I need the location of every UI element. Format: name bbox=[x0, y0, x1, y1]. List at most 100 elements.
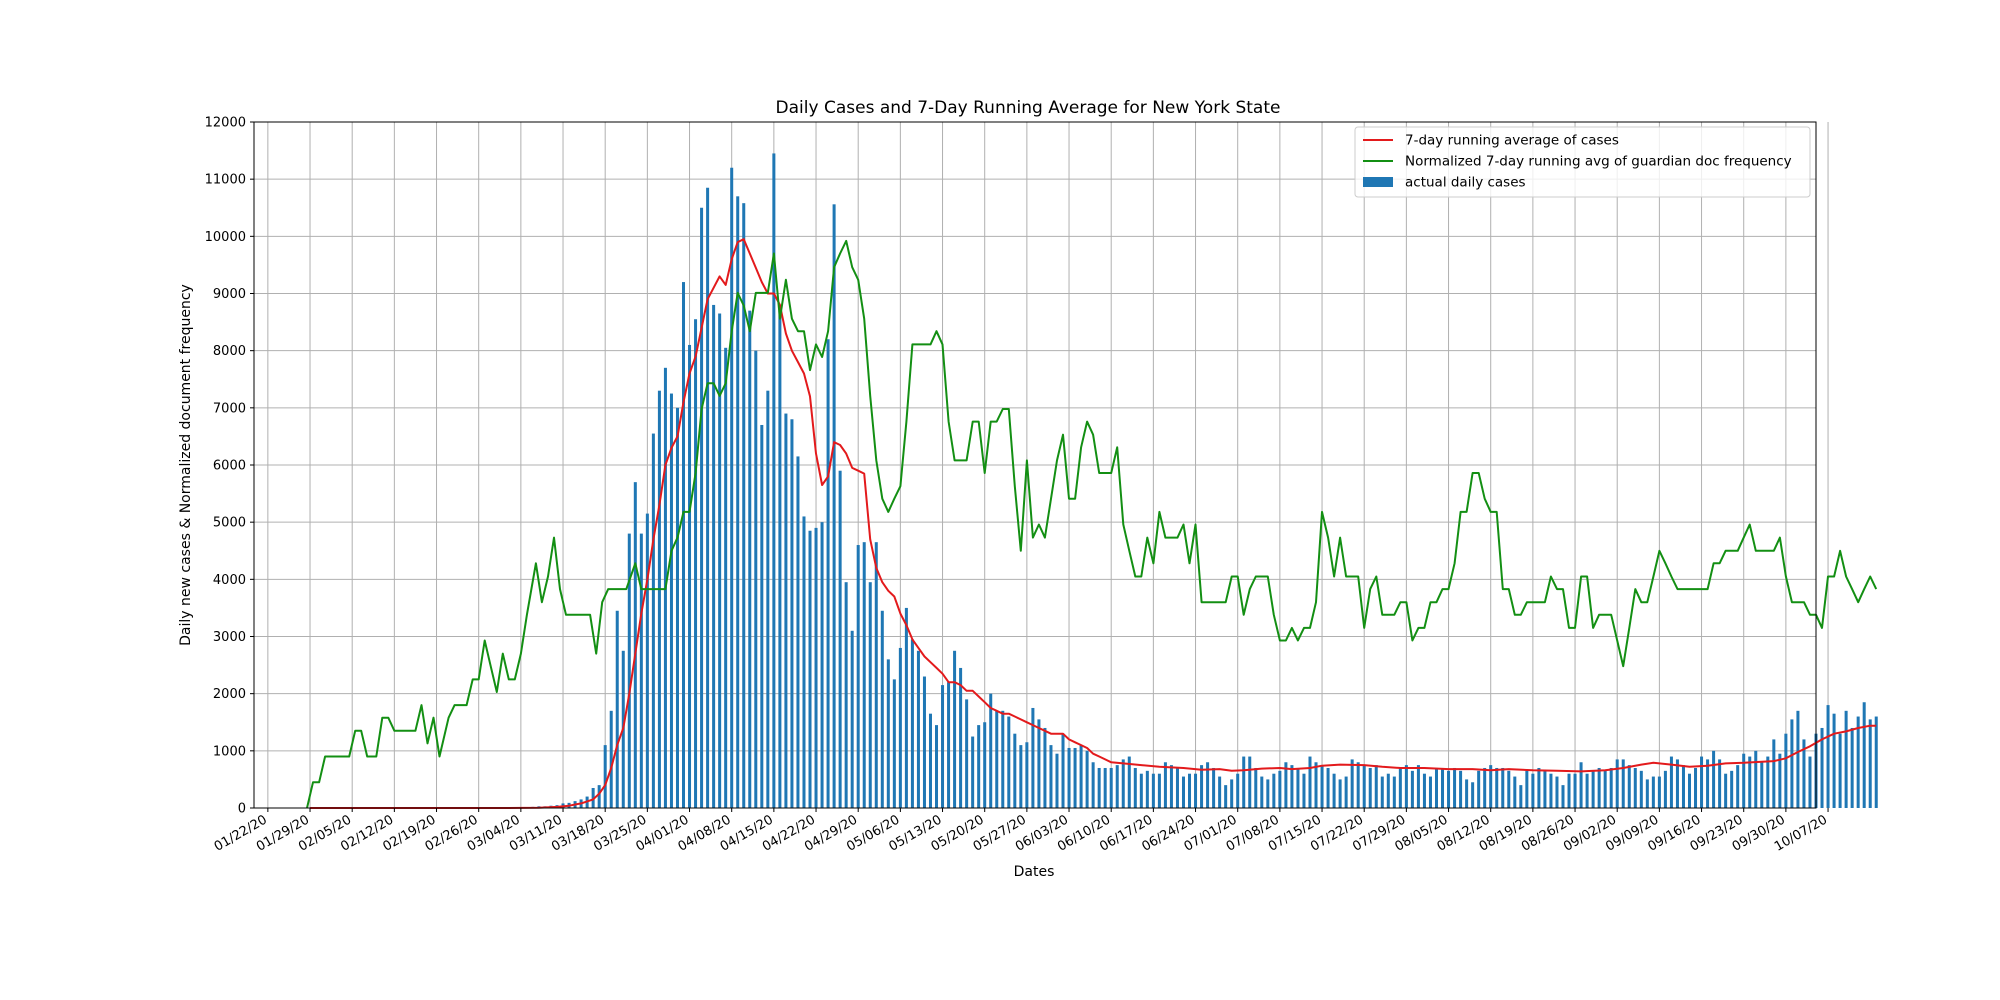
bar-series bbox=[531, 153, 1878, 809]
bar bbox=[1091, 762, 1095, 808]
bar bbox=[1308, 756, 1312, 808]
y-tick-label: 1000 bbox=[213, 744, 246, 759]
bar bbox=[1350, 759, 1354, 808]
bar bbox=[1410, 770, 1414, 808]
bar bbox=[688, 344, 692, 808]
bar bbox=[922, 676, 926, 808]
bar bbox=[675, 407, 679, 808]
bar bbox=[1181, 776, 1185, 808]
bar bbox=[874, 542, 878, 808]
bar bbox=[904, 607, 908, 808]
bar bbox=[706, 187, 710, 808]
bar bbox=[1561, 785, 1565, 808]
y-tick-label: 4000 bbox=[213, 573, 246, 588]
bar bbox=[826, 339, 830, 808]
bar bbox=[1151, 773, 1155, 808]
legend: 7-day running average of cases Normalized… bbox=[1354, 126, 1811, 198]
bar bbox=[633, 482, 637, 808]
bar bbox=[1230, 779, 1234, 808]
bar bbox=[838, 470, 842, 808]
bar bbox=[1392, 776, 1396, 808]
y-tick-label: 0 bbox=[238, 802, 246, 817]
bar bbox=[1507, 770, 1511, 808]
bar bbox=[1121, 759, 1125, 808]
bar bbox=[1422, 773, 1426, 808]
bar bbox=[1362, 765, 1366, 808]
bar bbox=[1338, 779, 1342, 808]
bar bbox=[1633, 767, 1637, 808]
bar bbox=[1760, 762, 1764, 808]
x-axis: 01/22/2001/29/2002/05/2002/12/2002/19/20… bbox=[212, 808, 1830, 855]
bar bbox=[790, 419, 794, 808]
bar bbox=[1874, 716, 1878, 808]
bar bbox=[1555, 776, 1559, 808]
bar bbox=[1157, 773, 1161, 808]
bar bbox=[1573, 773, 1577, 808]
bar bbox=[1784, 733, 1788, 808]
bar bbox=[1139, 773, 1143, 808]
y-tick-label: 10000 bbox=[205, 230, 246, 245]
bar bbox=[1603, 770, 1607, 808]
bar bbox=[609, 710, 613, 808]
bar bbox=[603, 745, 607, 808]
bar bbox=[947, 682, 951, 808]
bar bbox=[1657, 776, 1661, 808]
bar bbox=[1754, 750, 1758, 808]
bar bbox=[1169, 765, 1173, 808]
bar bbox=[910, 639, 914, 808]
bar bbox=[983, 722, 987, 808]
bar bbox=[1290, 765, 1294, 808]
bar bbox=[1820, 727, 1824, 808]
bar bbox=[862, 542, 866, 808]
bar bbox=[1055, 753, 1059, 808]
bar bbox=[1049, 745, 1053, 808]
bar bbox=[965, 699, 969, 808]
bar bbox=[971, 736, 975, 808]
bar bbox=[1675, 759, 1679, 808]
bar bbox=[1175, 767, 1179, 808]
legend-box bbox=[1354, 126, 1811, 198]
bar bbox=[1115, 765, 1119, 808]
bar bbox=[1296, 767, 1300, 808]
bar bbox=[1013, 733, 1017, 808]
bar bbox=[1609, 767, 1613, 808]
bar bbox=[694, 319, 698, 808]
bar bbox=[754, 350, 758, 808]
y-tick-label: 3000 bbox=[213, 630, 246, 645]
bar bbox=[1459, 770, 1463, 808]
bar bbox=[1031, 707, 1035, 808]
bar bbox=[1224, 785, 1228, 808]
bar bbox=[597, 785, 601, 808]
bar bbox=[1314, 762, 1318, 808]
bar bbox=[880, 610, 884, 808]
bar bbox=[1266, 779, 1270, 808]
bar bbox=[1597, 767, 1601, 808]
bar bbox=[1826, 705, 1830, 808]
bar bbox=[995, 710, 999, 808]
bar bbox=[1687, 773, 1692, 808]
bar bbox=[1127, 756, 1131, 808]
bar bbox=[651, 433, 655, 808]
bar bbox=[1579, 762, 1583, 808]
bar bbox=[808, 530, 812, 808]
bar bbox=[1790, 719, 1794, 808]
bar bbox=[1398, 767, 1402, 808]
bar bbox=[1079, 745, 1083, 808]
bar bbox=[1706, 759, 1710, 808]
bar bbox=[1778, 753, 1782, 808]
bar bbox=[1808, 756, 1812, 808]
bar bbox=[724, 347, 728, 808]
legend-label: Normalized 7-day running avg of guardian… bbox=[1405, 154, 1792, 170]
bar bbox=[1766, 756, 1770, 808]
bar bbox=[1453, 767, 1457, 808]
bar bbox=[898, 647, 902, 808]
bar bbox=[1471, 782, 1475, 808]
bar bbox=[1441, 767, 1445, 808]
legend-swatch bbox=[1363, 177, 1393, 187]
bar bbox=[736, 196, 740, 809]
bar bbox=[681, 282, 686, 809]
bar bbox=[1067, 747, 1071, 808]
bar bbox=[1272, 773, 1276, 808]
bar bbox=[1326, 767, 1330, 808]
y-tick-label: 2000 bbox=[213, 687, 246, 702]
